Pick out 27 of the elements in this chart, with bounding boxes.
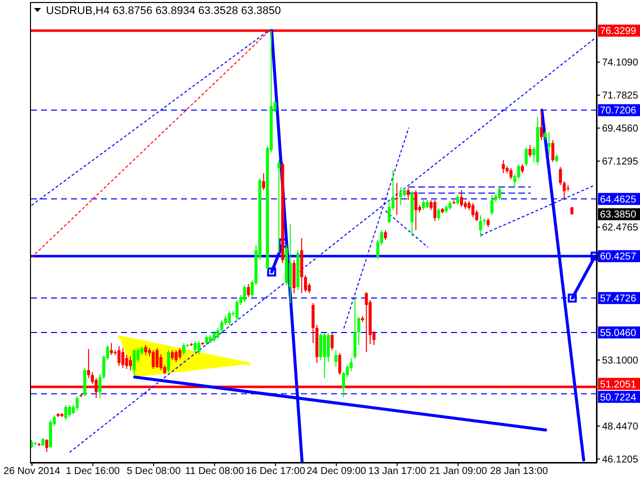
y-tick-label: 74.1090 (602, 58, 639, 69)
y-tick-label: 67.1295 (602, 156, 639, 168)
x-tick-label: 11 Dec 08:00 (185, 466, 244, 478)
ref-line-label: 51.2051 (600, 379, 637, 390)
y-tick-label: 69.4560 (602, 124, 639, 135)
x-tick-label: 26 Nov 2014 (4, 466, 61, 478)
ref-line-label: 60.4257 (600, 252, 637, 263)
x-tick-label: 16 Dec 17:00 (246, 466, 306, 478)
ref-line-label: 64.4625 (600, 194, 637, 206)
x-tick-label: 5 Dec 08:00 (126, 466, 182, 478)
x-tick-label: 13 Jan 17:00 (368, 466, 427, 478)
ref-line-label: 76.3299 (600, 26, 637, 38)
y-tick-label: 48.4470 (602, 422, 639, 433)
x-tick-label: 24 Dec 09:00 (306, 466, 367, 478)
text: 63.3850 (600, 210, 637, 221)
y-tick-label: 62.4765 (602, 222, 639, 234)
ref-line-label: 50.7224 (600, 392, 637, 404)
y-tick-label: 46.1205 (602, 454, 639, 466)
x-tick-label: 28 Jan 13:00 (490, 466, 548, 478)
ref-line-label: 70.7206 (600, 106, 637, 117)
y-tick-label: 53.1000 (602, 356, 639, 367)
x-tick-label: 1 Dec 16:00 (66, 466, 120, 478)
x-tick-label: 21 Jan 09:00 (429, 466, 488, 478)
ref-line-label: 57.4726 (600, 294, 637, 305)
ref-line-label: 55.0460 (600, 328, 637, 339)
y-tick-label: 71.7825 (602, 90, 639, 102)
chart-title: USDRUB,H4 63.8756 63.8934 63.3528 63.3850 (46, 5, 281, 17)
